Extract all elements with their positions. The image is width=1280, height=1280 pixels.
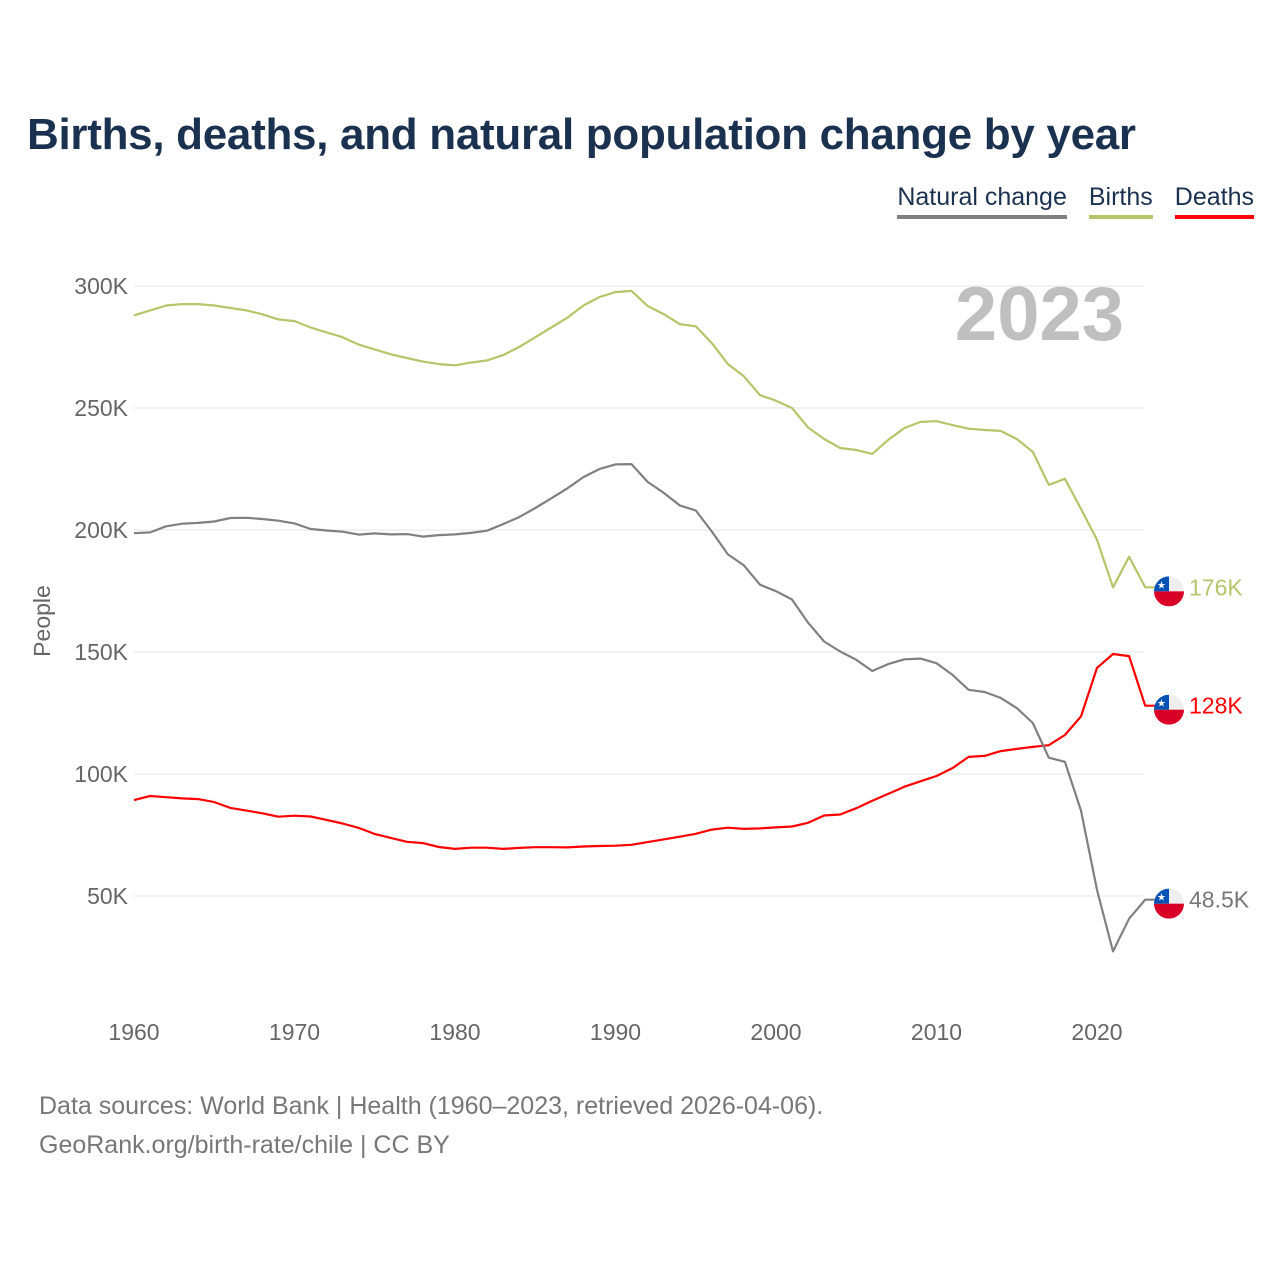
- legend-births[interactable]: Births: [1088, 183, 1153, 219]
- year-watermark: 2023: [955, 272, 1124, 357]
- y-tick-label: 250K: [74, 395, 128, 421]
- series-line-natural-change: [133, 463, 1156, 953]
- x-tick-label: 1970: [269, 1019, 320, 1045]
- x-tick-label: 2020: [1071, 1019, 1122, 1045]
- y-tick-label: 300K: [74, 273, 128, 299]
- chile-flag-icon: ★: [1154, 888, 1184, 919]
- svg-text:★: ★: [1157, 580, 1166, 591]
- y-axis-label: People: [29, 585, 55, 657]
- x-tick-label: 1960: [108, 1019, 159, 1045]
- end-value-label: 48.5K: [1189, 887, 1250, 913]
- data-sources: Data sources: World Bank | Health (1960–…: [39, 1092, 824, 1120]
- svg-text:★: ★: [1157, 699, 1166, 710]
- x-tick-label: 2010: [911, 1019, 962, 1045]
- y-tick-label: 200K: [74, 517, 128, 543]
- y-tick-label: 150K: [74, 639, 128, 665]
- x-tick-label: 1990: [590, 1019, 641, 1045]
- credit-link[interactable]: GeoRank.org/birth-rate/chile | CC BY: [39, 1131, 450, 1159]
- series-line-births: [133, 289, 1156, 589]
- chart-title: Births, deaths, and natural population c…: [27, 110, 1136, 159]
- svg-text:★: ★: [1157, 893, 1166, 904]
- series-line-deaths: [133, 652, 1156, 851]
- chile-flag-icon: ★: [1154, 576, 1184, 607]
- end-value-label: 176K: [1189, 574, 1243, 600]
- y-tick-label: 100K: [74, 761, 128, 787]
- chile-flag-icon: ★: [1154, 694, 1184, 725]
- end-value-label: 128K: [1189, 693, 1243, 719]
- footer: Data sources: World Bank | Health (1960–…: [39, 1087, 823, 1165]
- x-tick-label: 1980: [429, 1019, 480, 1045]
- y-tick-label: 50K: [87, 883, 129, 909]
- legend-natural-change[interactable]: Natural change: [897, 183, 1067, 219]
- legend: Natural change Births Deaths: [897, 183, 1254, 219]
- x-tick-label: 2000: [750, 1019, 801, 1045]
- legend-deaths[interactable]: Deaths: [1174, 183, 1254, 219]
